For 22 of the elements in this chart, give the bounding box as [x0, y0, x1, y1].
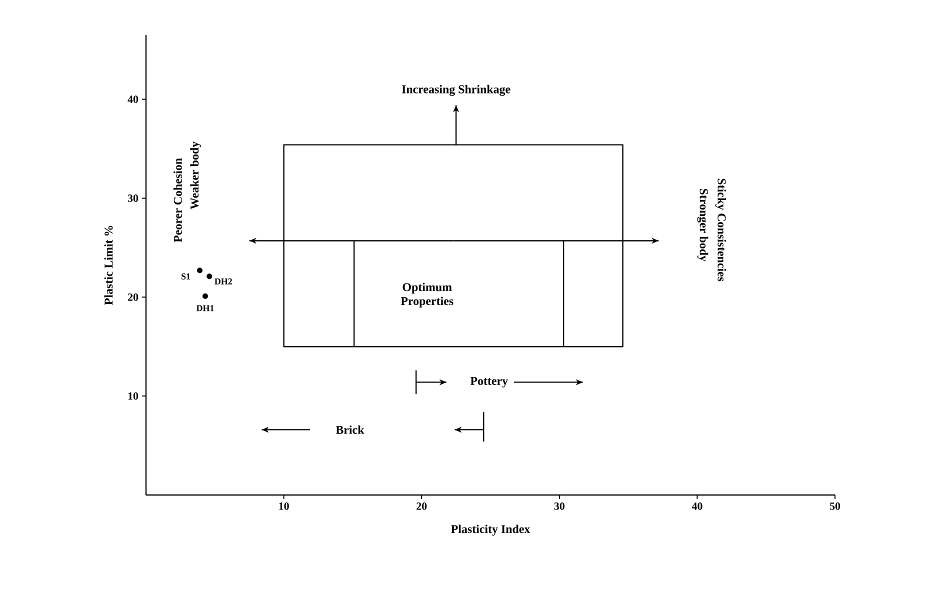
- x-tick-label: 50: [830, 502, 840, 510]
- annotation: Weaker body: [190, 142, 202, 210]
- y-tick-label: 40: [128, 96, 138, 103]
- annotation: Peorer Cohesion: [173, 158, 182, 242]
- annotation: Brick: [336, 425, 364, 434]
- y-tick-label: 20: [128, 293, 138, 301]
- y-tick-label: 30: [128, 194, 138, 202]
- annotation: Stronger body: [697, 188, 708, 262]
- annotation: Pottery: [470, 377, 508, 388]
- x-tick-label: 10: [279, 502, 289, 510]
- annotation: Increasing Shrinkage: [402, 84, 510, 96]
- x-tick-label: 30: [554, 502, 564, 510]
- x-tick-label: 40: [692, 502, 702, 510]
- series-label: DH1: [196, 305, 214, 312]
- annotation: Optimum Properties: [400, 282, 454, 308]
- series-label: DH2: [214, 278, 232, 284]
- x-axis-title: Plasticity Index: [451, 524, 530, 536]
- y-tick-label: 10: [128, 392, 138, 400]
- x-tick-label: 20: [416, 502, 427, 510]
- annotation: Sticky Consistencies: [715, 178, 726, 282]
- series-label: S1: [182, 273, 190, 280]
- y-axis-title: Plastic Limit %: [104, 226, 113, 305]
